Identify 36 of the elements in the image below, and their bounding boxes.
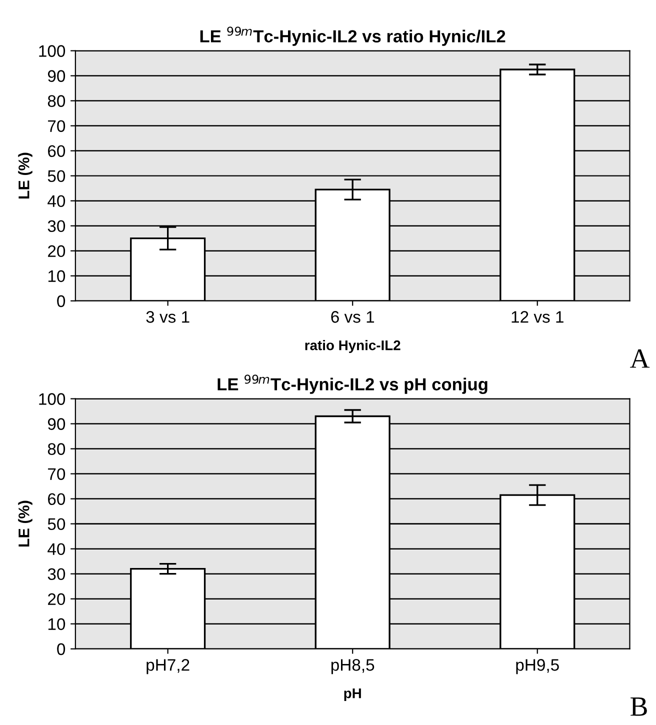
y-tick-label: 70 [48, 468, 66, 480]
y-tick-label: 80 [48, 95, 66, 107]
y-tick-label: 90 [48, 70, 66, 82]
x-tick-label: 3 vs 1 [146, 311, 190, 323]
y-tick-label: 0 [57, 643, 66, 656]
y-tick-label: 50 [48, 170, 66, 182]
y-tick-label: 80 [48, 443, 66, 455]
y-tick-label: 100 [39, 45, 66, 57]
text: A [630, 349, 650, 368]
y-tick-label: 30 [48, 220, 66, 232]
x-tick-label: pH7,2 [146, 659, 190, 674]
x-tick-label: pH8,5 [331, 659, 374, 674]
x-tick-label: 6 vs 1 [331, 311, 374, 323]
y-tick-label: 90 [48, 418, 66, 430]
y-tick-label: 40 [48, 195, 66, 208]
y-axis-title: LE (%) [18, 152, 32, 199]
y-tick-label: 70 [48, 120, 66, 132]
y-axis-title: LE (%) [18, 500, 32, 547]
y-tick-label: 40 [48, 543, 66, 556]
x-tick-label: pH9,5 [516, 659, 559, 674]
y-tick-label: 50 [48, 518, 66, 530]
text: B [630, 697, 647, 716]
y-tick-label: 20 [48, 245, 66, 258]
y-tick-label: 20 [48, 593, 66, 606]
x-axis-title: ratio Hynic-IL2 [305, 340, 400, 353]
x-axis-title: pH [344, 688, 361, 701]
y-tick-label: 60 [48, 145, 66, 158]
x-tick-label: 12 vs 1 [512, 311, 564, 323]
y-tick-label: 60 [48, 493, 66, 506]
chart-title: LE $^{99m}$Tc-Hynic-IL2 vs pH conjug [218, 374, 488, 394]
chart-title: LE $^{99m}$Tc-Hynic-IL2 vs ratio Hynic/IL2 [200, 26, 506, 46]
y-tick-label: 10 [48, 270, 66, 282]
y-tick-label: 0 [57, 295, 66, 308]
y-tick-label: 30 [48, 568, 66, 580]
y-tick-label: 10 [48, 618, 66, 630]
y-tick-label: 100 [39, 393, 66, 405]
